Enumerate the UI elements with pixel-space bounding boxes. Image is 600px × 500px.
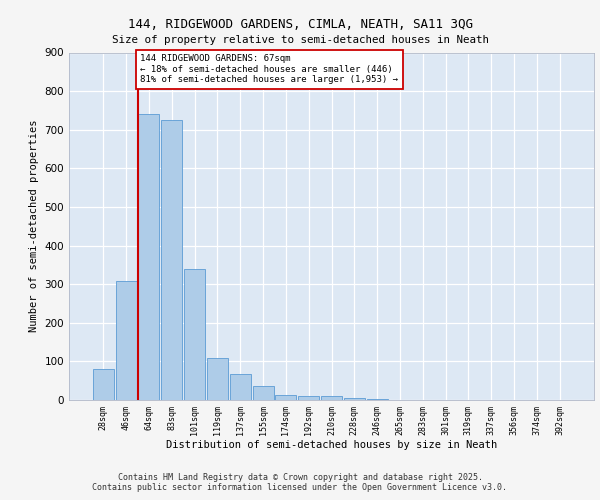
Bar [184, 268, 205, 400]
X-axis label: Distribution of semi-detached houses by size in Neath: Distribution of semi-detached houses by … [166, 440, 497, 450]
Text: 144 RIDGEWOOD GARDENS: 67sqm
← 18% of semi-detached houses are smaller (446)
81%: 144 RIDGEWOOD GARDENS: 67sqm ← 18% of se… [140, 54, 398, 84]
Bar [230, 374, 251, 400]
Bar [298, 396, 319, 400]
Text: Size of property relative to semi-detached houses in Neath: Size of property relative to semi-detach… [112, 35, 488, 45]
Bar [344, 398, 365, 400]
Bar [253, 386, 274, 400]
Bar [161, 120, 182, 400]
Bar [321, 396, 342, 400]
Text: 144, RIDGEWOOD GARDENS, CIMLA, NEATH, SA11 3QG: 144, RIDGEWOOD GARDENS, CIMLA, NEATH, SA… [128, 18, 473, 30]
Bar [367, 399, 388, 400]
Bar [139, 114, 160, 400]
Bar [207, 358, 228, 400]
Y-axis label: Number of semi-detached properties: Number of semi-detached properties [29, 120, 39, 332]
Bar [93, 369, 114, 400]
Bar [275, 395, 296, 400]
Bar [116, 281, 137, 400]
Text: Contains HM Land Registry data © Crown copyright and database right 2025.
Contai: Contains HM Land Registry data © Crown c… [92, 473, 508, 492]
